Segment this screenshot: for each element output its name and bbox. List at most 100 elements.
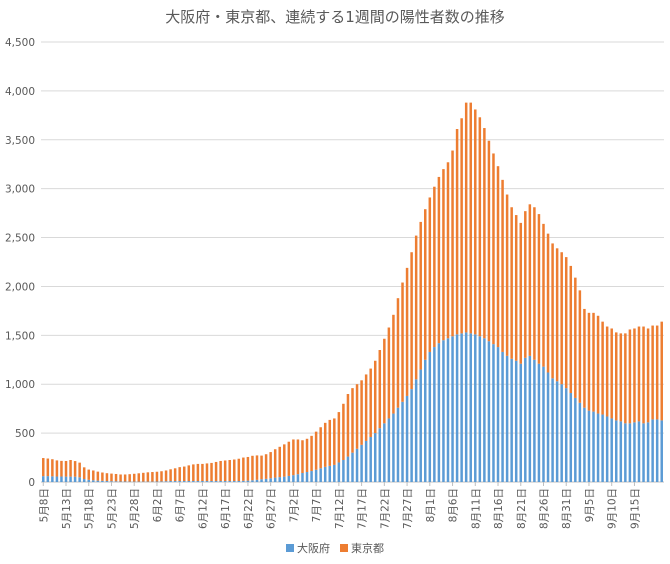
bar-osaka [251,480,254,482]
bar-osaka [301,473,304,482]
x-tick-label: 6月2日 [152,488,164,522]
bar-tokyo [624,333,627,424]
y-tick-label: 1,000 [5,379,35,391]
x-tick-label: 7月12日 [334,488,346,529]
bar-tokyo [64,460,68,477]
bar-osaka [346,456,350,482]
bar-tokyo [410,252,413,390]
bar-tokyo [182,466,186,482]
bar-tokyo [373,360,377,434]
x-tick-label: 8月11日 [470,488,482,529]
bar-osaka [305,472,309,482]
bar-osaka [546,372,550,482]
bar-tokyo [146,472,150,482]
bar-tokyo [519,222,523,364]
bar-osaka [355,448,359,482]
bar-tokyo [492,153,495,345]
bar-tokyo [460,118,463,334]
bar-tokyo [310,435,313,472]
bar-osaka [410,389,413,482]
bar-osaka [633,422,636,482]
bar-tokyo [555,248,559,382]
bar-osaka [396,407,400,482]
bar-osaka [651,419,654,482]
bar-tokyo [378,350,382,429]
bar-tokyo [660,321,663,421]
x-tick-label: 9月15日 [629,488,641,529]
bar-osaka [214,481,218,482]
bar-osaka [601,414,604,482]
bar-tokyo [633,328,636,423]
bar-tokyo [455,129,459,335]
bar-tokyo [60,460,63,477]
bar-tokyo [655,325,659,420]
bar-tokyo [233,459,236,482]
x-tick-label: 7月27日 [402,488,414,529]
bar-osaka [646,422,650,482]
bar-tokyo [283,444,286,477]
x-tick-label: 8月31日 [561,488,573,529]
x-tick-label: 6月22日 [243,488,255,529]
bar-osaka [105,481,109,482]
bar-osaka [424,359,427,482]
bar-osaka [219,481,222,482]
bar-tokyo [583,308,586,408]
bar-osaka [73,476,77,482]
x-tick-label: 8月6日 [448,488,460,522]
bar-osaka [192,481,195,482]
bar-osaka [169,481,172,482]
bar-tokyo [51,459,54,477]
bar-osaka [387,418,391,482]
bar-osaka [273,477,277,482]
bar-osaka [101,480,104,482]
bar-osaka [196,481,200,482]
bar-osaka [615,420,618,482]
x-tick-label: 5月18日 [84,488,96,529]
bar-tokyo [101,472,104,481]
bar-tokyo [73,461,77,477]
bar-osaka [464,332,468,482]
bar-osaka [596,413,600,482]
bar-tokyo [414,235,418,380]
bar-tokyo [96,471,100,481]
y-tick-label: 0 [28,477,35,489]
bar-tokyo [642,326,645,424]
bar-tokyo [496,166,500,348]
bar-tokyo [537,214,541,364]
bar-tokyo [187,465,191,482]
bar-osaka [469,333,472,482]
bar-tokyo [69,460,72,477]
bar-osaka [296,474,300,482]
bar-tokyo [646,328,650,423]
x-tick-label: 5月23日 [106,488,118,529]
bar-tokyo [514,215,518,361]
bar-osaka [401,401,404,482]
bar-osaka [578,402,582,482]
bar-osaka [574,397,577,482]
bar-tokyo [42,458,45,477]
bar-tokyo [128,474,131,482]
bar-tokyo [214,461,218,482]
x-tick-label: 6月27日 [266,488,278,529]
bar-tokyo [346,394,350,457]
bar-tokyo [301,440,304,474]
bar-osaka [624,423,627,482]
bar-tokyo [123,474,127,482]
bar-osaka [610,418,613,482]
bar-tokyo [228,460,231,482]
bar-tokyo [269,452,272,479]
bar-tokyo [142,472,145,482]
bar-osaka [505,355,509,482]
bar-osaka [360,444,363,482]
bar-osaka [496,347,500,482]
y-tick-label: 4,000 [5,86,35,98]
y-tick-label: 3,500 [5,135,35,147]
bar-tokyo [451,150,454,337]
x-tick-label: 8月16日 [493,488,505,529]
y-tick-label: 3,000 [5,184,35,196]
bar-osaka [69,476,72,482]
bar-osaka [483,338,486,482]
bar-osaka [233,481,236,482]
x-tick-label: 5月28日 [129,488,141,529]
